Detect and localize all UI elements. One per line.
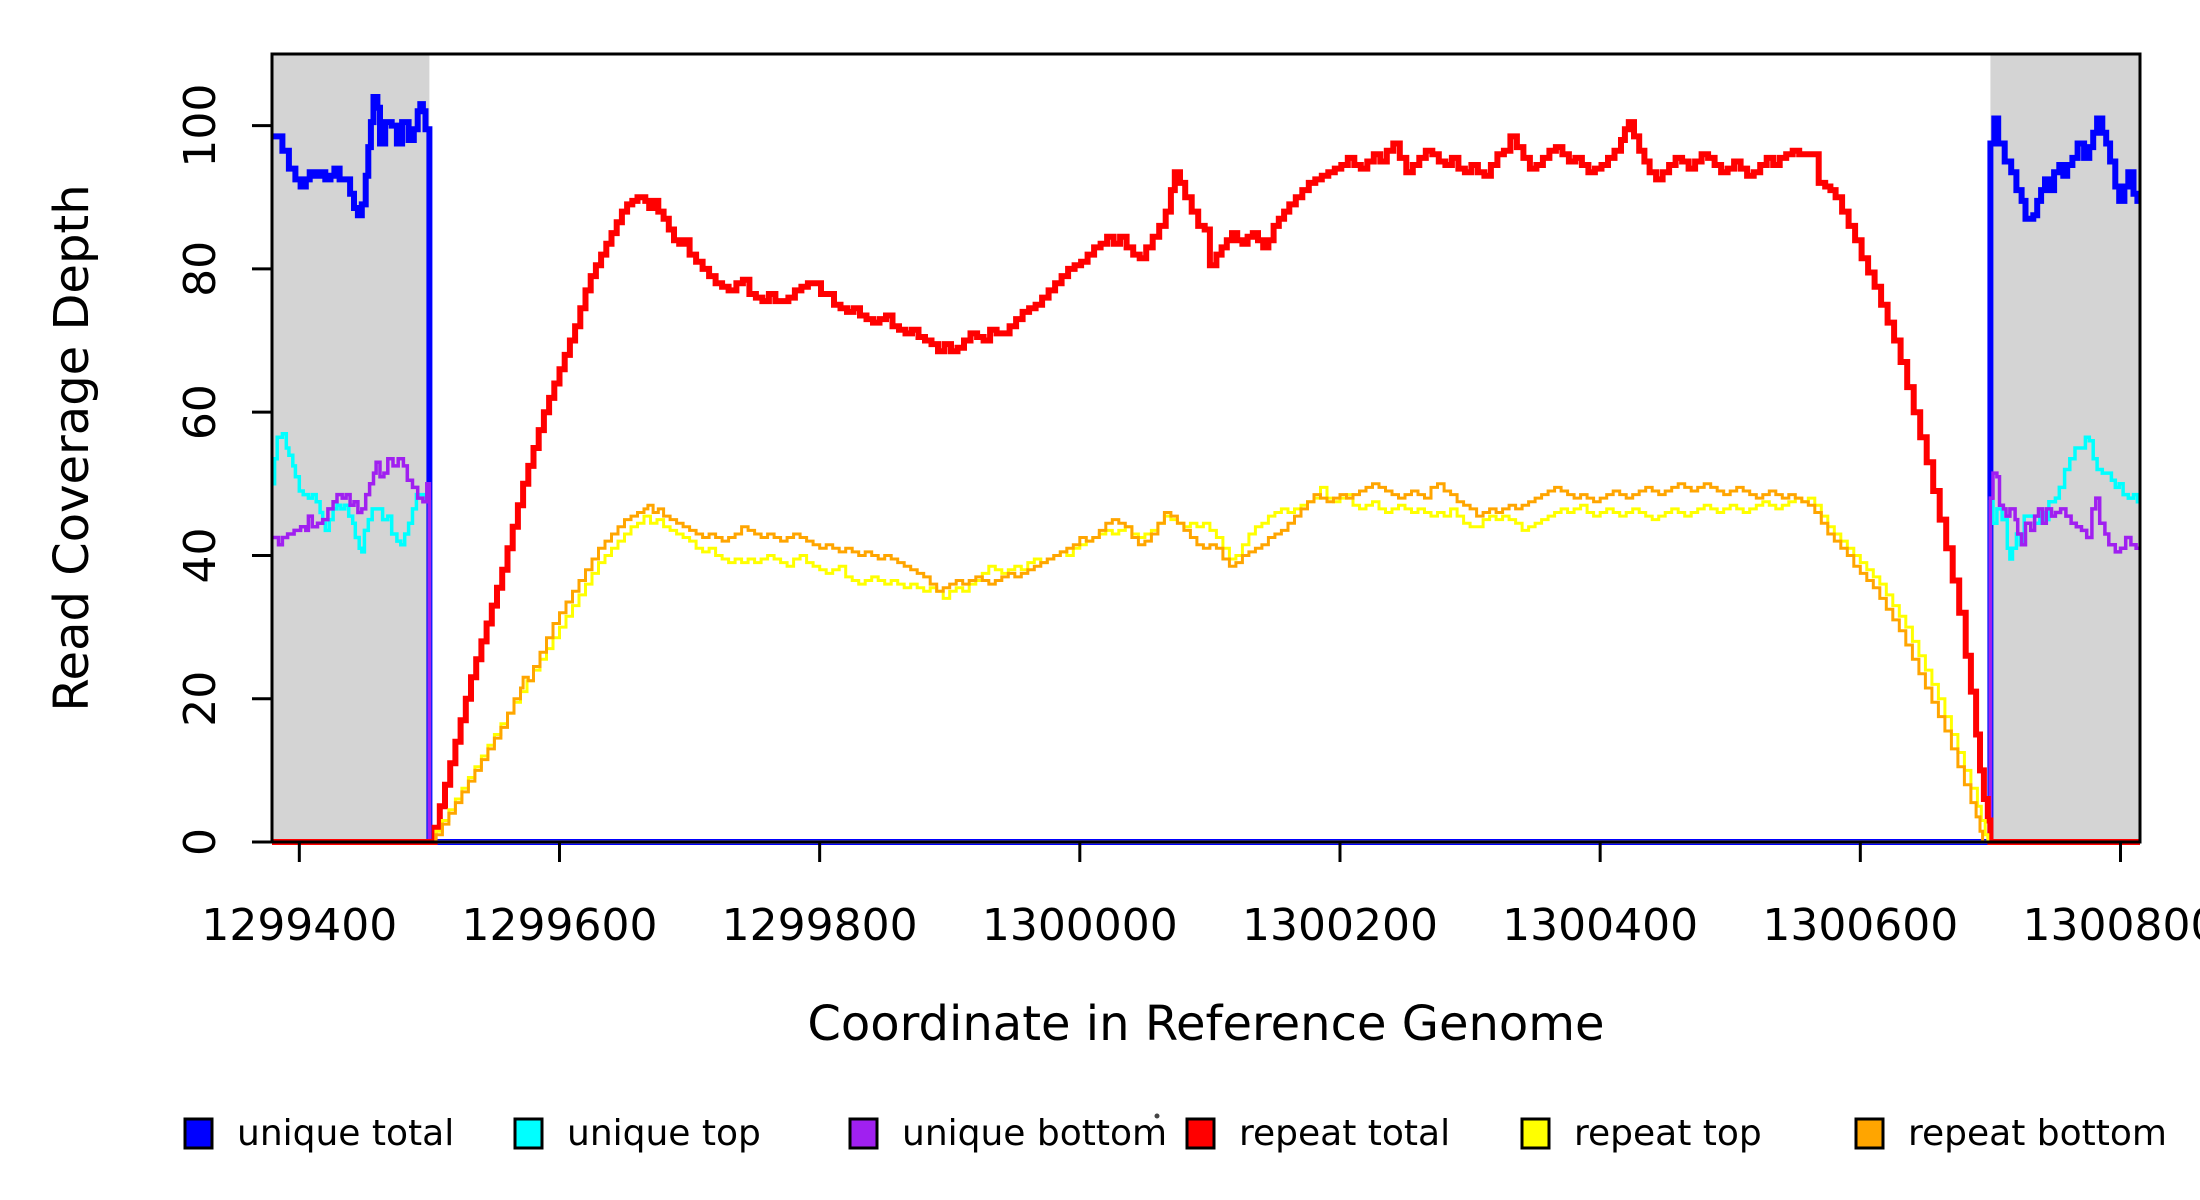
series-line-unique-top [272, 431, 2140, 844]
x-tick-label: 1300800 [2023, 900, 2200, 951]
x-tick-label: 1300400 [1502, 900, 1698, 951]
legend-label-unique-total: unique total [237, 1113, 454, 1154]
y-tick-label: 20 [175, 671, 226, 727]
legend-label-unique-top: unique top [567, 1113, 761, 1154]
x-tick-label: 1300600 [1762, 900, 1958, 951]
legend-label-repeat-top: repeat top [1574, 1113, 1762, 1154]
series-line-repeat-total [272, 119, 2140, 845]
y-tick-label: 100 [175, 84, 226, 168]
legend-swatch-repeat-total [1185, 1117, 1216, 1150]
legend-label-repeat-bottom: repeat bottom [1908, 1113, 2167, 1154]
legend-label-unique-bottom: unique bottom [902, 1113, 1167, 1154]
series-line-unique-total [272, 94, 2141, 845]
legend-swatch-unique-bottom [848, 1117, 879, 1150]
artifact-dot [1154, 1113, 1160, 1119]
series-line-unique-bottom [272, 456, 2140, 844]
x-tick-label: 1299600 [462, 900, 658, 951]
legend-swatch-unique-top [513, 1117, 544, 1150]
legend-label-repeat-total: repeat total [1239, 1113, 1450, 1154]
y-axis-title: Read Coverage Depth [44, 184, 100, 711]
legend-swatch-unique-total [183, 1117, 214, 1150]
y-tick-label: 60 [175, 384, 226, 440]
x-tick-label: 1299800 [722, 900, 918, 951]
y-tick-label: 40 [175, 527, 226, 583]
x-tick-label: 1300000 [982, 900, 1178, 951]
legend-swatch-repeat-bottom [1854, 1117, 1885, 1150]
series-line-repeat-bottom [272, 482, 2140, 844]
x-axis-title: Coordinate in Reference Genome [807, 996, 1604, 1052]
y-tick-label: 0 [175, 828, 226, 856]
series-line-repeat-top [272, 485, 2140, 844]
x-tick-label: 1299400 [201, 900, 397, 951]
y-tick-label: 80 [175, 241, 226, 297]
plot-border [270, 52, 2142, 844]
x-tick-label: 1300200 [1242, 900, 1438, 951]
legend-swatch-repeat-top [1520, 1117, 1551, 1150]
